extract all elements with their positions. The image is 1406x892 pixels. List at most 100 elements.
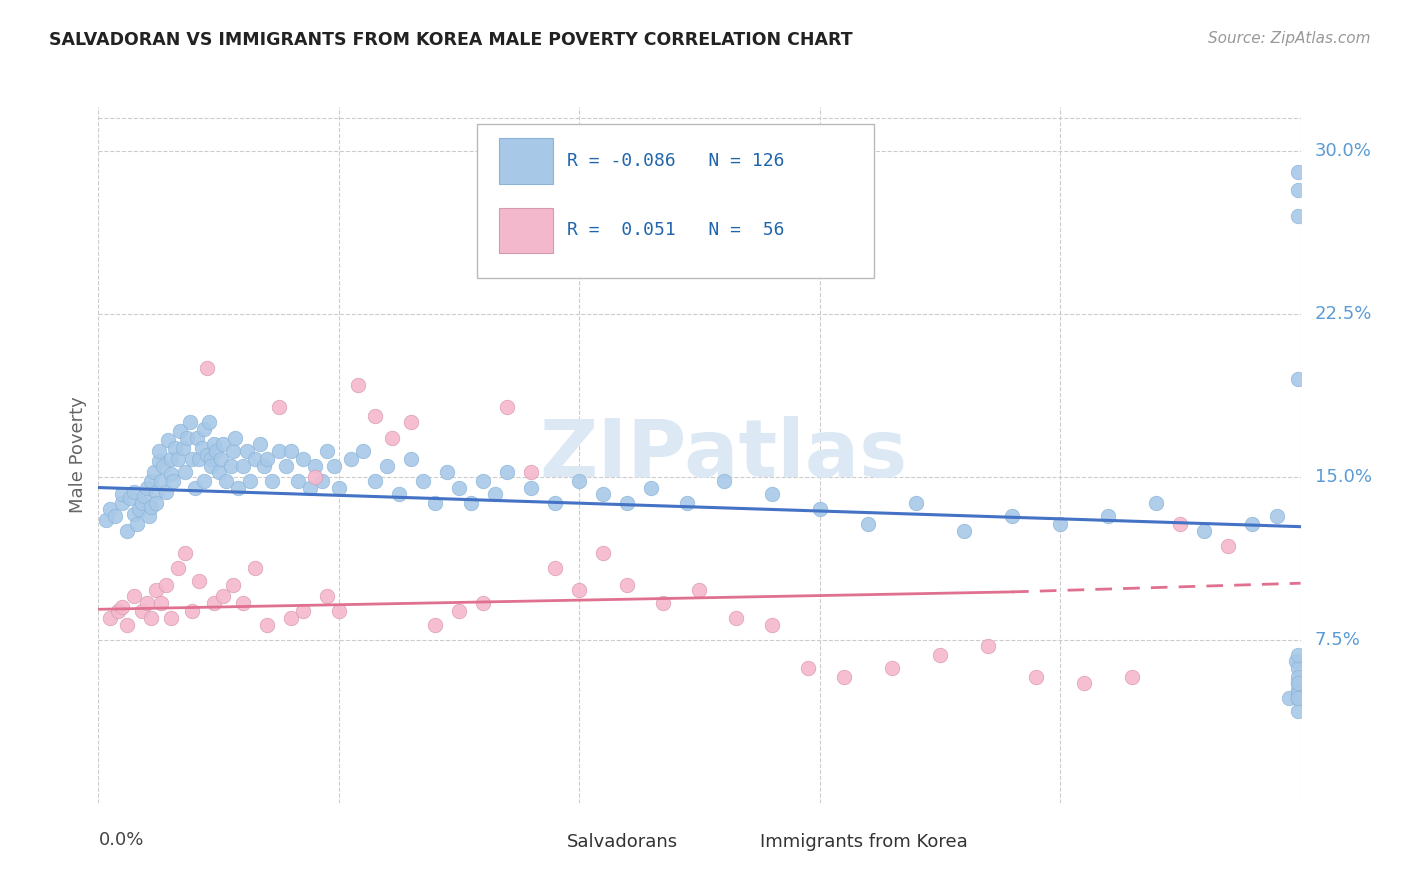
Point bbox=[212, 437, 235, 451]
Point bbox=[200, 458, 222, 473]
Point bbox=[224, 431, 246, 445]
Point bbox=[520, 481, 543, 495]
Point bbox=[1286, 691, 1309, 706]
Text: Salvadorans: Salvadorans bbox=[567, 833, 678, 852]
Point bbox=[104, 508, 127, 523]
Text: R =  0.051   N =  56: R = 0.051 N = 56 bbox=[567, 221, 785, 239]
Point bbox=[107, 605, 129, 619]
Point bbox=[162, 474, 184, 488]
Point bbox=[193, 422, 215, 436]
Point bbox=[724, 611, 747, 625]
Point bbox=[267, 443, 290, 458]
Text: SALVADORAN VS IMMIGRANTS FROM KOREA MALE POVERTY CORRELATION CHART: SALVADORAN VS IMMIGRANTS FROM KOREA MALE… bbox=[49, 31, 853, 49]
Point bbox=[159, 467, 181, 482]
Point bbox=[904, 496, 927, 510]
Point bbox=[208, 466, 231, 480]
Point bbox=[1286, 209, 1309, 223]
Point bbox=[125, 517, 148, 532]
Point bbox=[181, 605, 204, 619]
Point bbox=[460, 496, 482, 510]
Point bbox=[148, 454, 170, 468]
Point bbox=[520, 466, 543, 480]
Point bbox=[592, 487, 614, 501]
Point bbox=[159, 611, 181, 625]
Point bbox=[496, 400, 519, 414]
Point bbox=[436, 466, 458, 480]
Point bbox=[640, 481, 662, 495]
Point bbox=[1286, 165, 1309, 179]
Point bbox=[232, 458, 254, 473]
Point bbox=[249, 437, 271, 451]
Point bbox=[761, 487, 783, 501]
Point bbox=[1286, 705, 1309, 719]
Point bbox=[375, 458, 398, 473]
Point bbox=[280, 611, 302, 625]
Point bbox=[381, 431, 404, 445]
Point bbox=[94, 513, 117, 527]
Point bbox=[347, 378, 370, 392]
Point bbox=[423, 617, 446, 632]
Point bbox=[1097, 508, 1119, 523]
Point bbox=[205, 443, 228, 458]
Point bbox=[202, 596, 225, 610]
Point bbox=[131, 605, 153, 619]
Point bbox=[176, 431, 198, 445]
Point bbox=[174, 466, 197, 480]
Point bbox=[447, 481, 470, 495]
Point bbox=[291, 452, 314, 467]
Point bbox=[352, 443, 374, 458]
Point bbox=[676, 496, 699, 510]
Point bbox=[157, 433, 180, 447]
Point bbox=[274, 458, 297, 473]
Point bbox=[1194, 524, 1216, 538]
Point bbox=[291, 605, 314, 619]
Bar bbox=[499, 138, 553, 184]
Point bbox=[256, 617, 278, 632]
Bar bbox=[526, 827, 558, 855]
Point bbox=[117, 524, 139, 538]
Point bbox=[100, 611, 122, 625]
Point bbox=[484, 487, 506, 501]
Text: 22.5%: 22.5% bbox=[1315, 304, 1372, 323]
Point bbox=[1121, 670, 1143, 684]
Point bbox=[399, 452, 422, 467]
Point bbox=[1265, 508, 1288, 523]
Point bbox=[328, 481, 350, 495]
Text: 7.5%: 7.5% bbox=[1315, 631, 1361, 648]
Point bbox=[135, 596, 157, 610]
Point bbox=[145, 484, 167, 499]
Point bbox=[118, 491, 141, 506]
Bar bbox=[499, 208, 553, 253]
Point bbox=[568, 474, 591, 488]
Point bbox=[222, 443, 245, 458]
Point bbox=[796, 661, 818, 675]
Point bbox=[832, 670, 855, 684]
Point bbox=[315, 443, 337, 458]
Point bbox=[1001, 508, 1024, 523]
Point bbox=[1218, 539, 1240, 553]
Point bbox=[155, 484, 177, 499]
Point bbox=[1286, 691, 1309, 706]
Point bbox=[198, 415, 221, 429]
Point bbox=[1286, 648, 1309, 662]
Point bbox=[1286, 682, 1309, 697]
Point bbox=[193, 474, 215, 488]
Point bbox=[298, 481, 321, 495]
Point bbox=[388, 487, 411, 501]
Point bbox=[412, 474, 434, 488]
Point bbox=[186, 431, 208, 445]
Point bbox=[616, 578, 638, 592]
Point bbox=[364, 409, 387, 423]
Point bbox=[688, 582, 710, 597]
Point bbox=[953, 524, 976, 538]
Point bbox=[808, 502, 831, 516]
Point bbox=[1073, 676, 1095, 690]
Point bbox=[544, 561, 567, 575]
Point bbox=[152, 458, 174, 473]
Point bbox=[1286, 676, 1309, 690]
Point bbox=[117, 617, 139, 632]
Point bbox=[200, 452, 222, 467]
Point bbox=[1285, 655, 1308, 669]
Point bbox=[222, 578, 245, 592]
Point bbox=[340, 452, 363, 467]
